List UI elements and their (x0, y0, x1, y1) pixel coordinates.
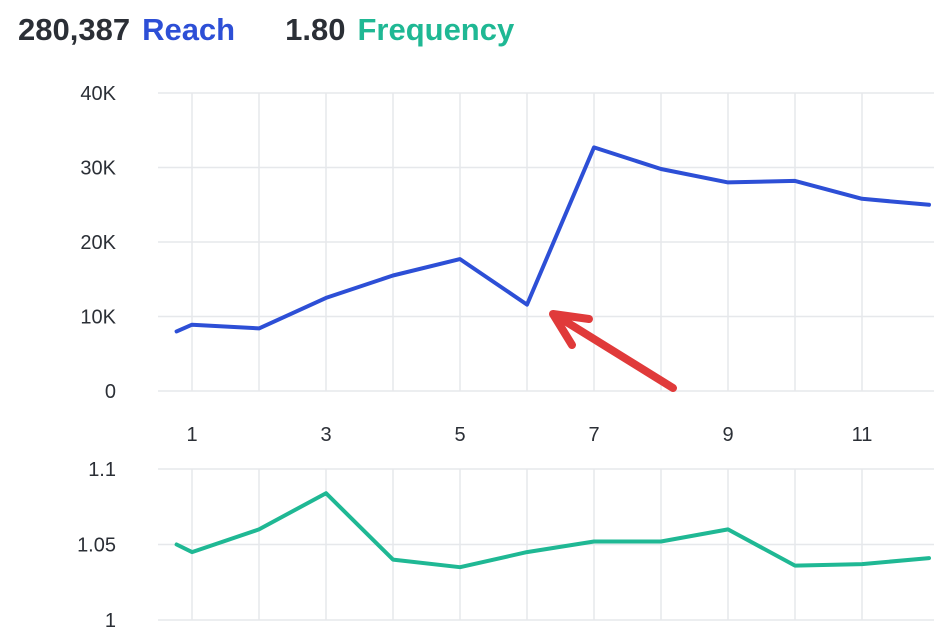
metrics-header: 280,387 Reach 1.80 Frequency (18, 8, 564, 52)
x-tick-label: 5 (454, 424, 465, 446)
y-tick-label: 1 (105, 610, 116, 632)
reach-panel: 0 10K 20K 30K 40K 1 3 5 7 9 11 (80, 83, 934, 446)
reach-label: Reach (142, 12, 236, 47)
frequency-label: Frequency (357, 12, 515, 47)
y-tick-label: 1.1 (88, 459, 116, 481)
annotation-arrow (549, 310, 677, 392)
frequency-value: 1.80 (285, 12, 346, 47)
y-tick-label: 10K (80, 307, 116, 329)
x-tick-label: 9 (722, 424, 733, 446)
arrow-head (549, 310, 593, 349)
reach-series-line (174, 145, 931, 334)
y-tick-label: 0 (105, 381, 116, 403)
frequency-metric[interactable]: 1.80 Frequency (285, 12, 514, 48)
x-tick-label: 3 (320, 424, 331, 446)
x-tick-label: 11 (852, 424, 873, 446)
y-tick-label: 20K (80, 232, 116, 254)
x-tick-label: 1 (186, 424, 197, 446)
frequency-panel: 1 1.05 1.1 (77, 459, 934, 632)
y-tick-label: 1.05 (77, 535, 116, 557)
y-tick-label: 30K (80, 158, 116, 180)
reach-value: 280,387 (18, 12, 131, 47)
y-tick-label: 40K (80, 83, 116, 105)
reach-metric[interactable]: 280,387 Reach (18, 12, 235, 48)
arrow-shaft (556, 314, 677, 392)
x-tick-label: 7 (588, 424, 599, 446)
frequency-series-line (174, 491, 931, 570)
